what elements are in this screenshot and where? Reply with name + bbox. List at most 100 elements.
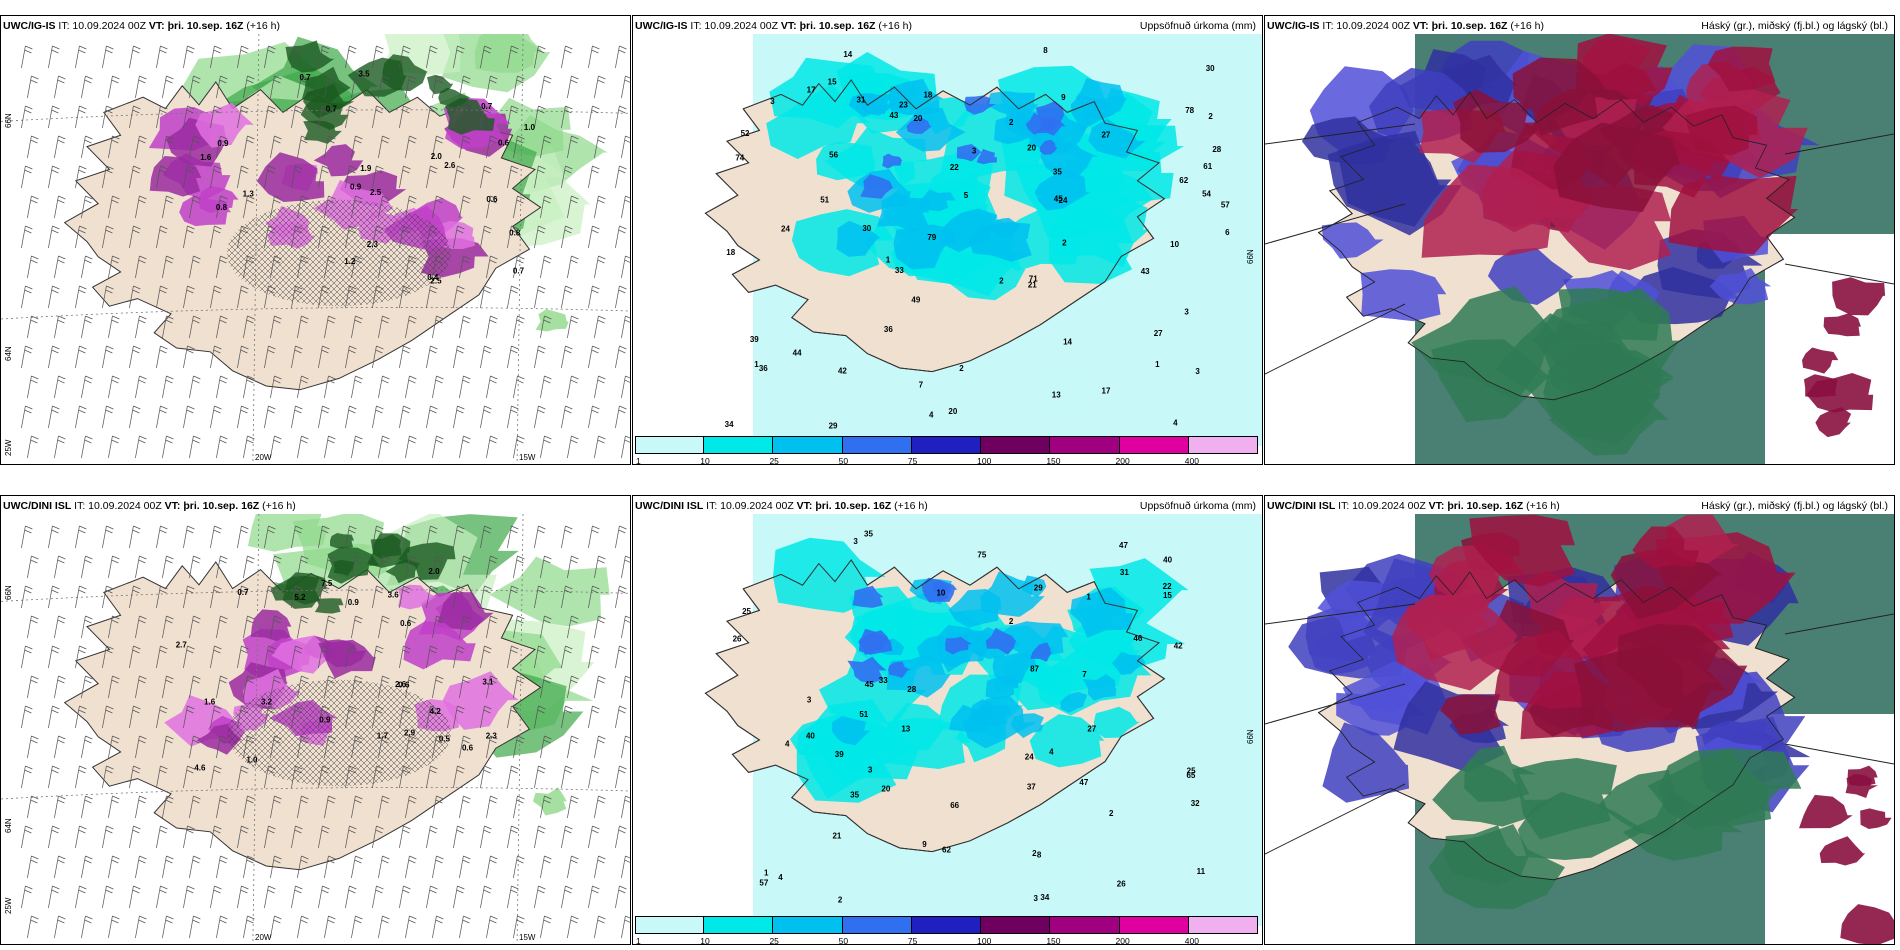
precip-value-label: 75 xyxy=(977,550,986,559)
wind-barb xyxy=(372,165,384,189)
wind-barb xyxy=(81,195,93,219)
boundary-line xyxy=(1784,613,1894,635)
wind-barb xyxy=(351,555,363,579)
precip-value-label: 66 xyxy=(950,801,959,810)
wind-barb xyxy=(318,45,330,69)
rain-cell xyxy=(398,542,456,580)
cloud-map[interactable] xyxy=(1265,34,1894,464)
precip-value-label: 2 xyxy=(1009,617,1014,626)
wind-barb xyxy=(243,195,255,219)
precip-value-label: 3 xyxy=(853,537,858,546)
wind-barb xyxy=(297,675,309,699)
wind-barb xyxy=(237,585,249,609)
map-svg: 66N6221436627879363444493343565471573551… xyxy=(704,34,1262,446)
wind-barb xyxy=(297,435,309,459)
rain-cell xyxy=(333,559,355,576)
wind-precip-map[interactable]: 0.9 7.5 1.0 3.2 4.6 2.0 3.1 3.6 2.3 1.7 5.2 2.7 4.2 0… xyxy=(1,514,630,944)
wind-barb xyxy=(81,75,93,99)
precip-value-label: 49 xyxy=(911,296,920,305)
wind-barb xyxy=(162,615,174,639)
wind-barb xyxy=(540,195,552,219)
precip-value-label: 36 xyxy=(884,325,893,334)
wind-barb xyxy=(318,585,330,609)
wind-barb xyxy=(507,585,519,609)
wind-barb xyxy=(162,435,174,459)
wind-barb xyxy=(189,135,201,159)
wind-barb xyxy=(102,645,114,669)
precip-50 xyxy=(1025,112,1055,135)
wind-barb xyxy=(297,735,309,759)
wind-barb xyxy=(399,645,411,669)
wind-barb xyxy=(243,735,255,759)
precip-10 xyxy=(816,141,875,181)
wind-barb xyxy=(621,75,630,99)
wind-barb xyxy=(534,105,546,129)
wind-barb xyxy=(135,255,147,279)
wind-barb xyxy=(318,645,330,669)
cloud-map[interactable] xyxy=(1265,514,1894,944)
wind-barb xyxy=(615,165,627,189)
wind-barb xyxy=(372,705,384,729)
iceland-coast-outline xyxy=(704,79,1166,373)
wind-barb xyxy=(318,765,330,789)
wind-barb xyxy=(561,285,573,309)
wind-barb xyxy=(237,885,249,909)
precip-value-label: 87 xyxy=(1030,665,1039,674)
wind-barb xyxy=(135,795,147,819)
wind-barb xyxy=(216,555,228,579)
colorbar-swatch xyxy=(704,436,774,454)
precip-value-label: 20 xyxy=(1027,144,1036,153)
wind-barb xyxy=(405,195,417,219)
precip-value-label: 0.5 xyxy=(439,734,451,743)
precip-value-label: 2.6 xyxy=(395,680,407,689)
rain-cell xyxy=(370,534,401,559)
precip-map[interactable]: 66N 6 2 2 14 36 62 78 79 36 34 44 49 33 4 3 56 54 71 57 35 51… xyxy=(633,34,1262,446)
boundary-line xyxy=(1265,123,1416,145)
precip-map[interactable]: 66N 8 3 2 4 3 39 57 87 40 46 32 47 34 62 28 42 75 35 25 66 22… xyxy=(633,514,1262,926)
wind-barb xyxy=(453,645,465,669)
wind-barb xyxy=(75,405,87,429)
wind-precip-map[interactable]: 0.8 0.6 0.7 0.6 0.7 0.4 1.0 1.3 2.5 1.2 3.5 2.0 2.6 2… xyxy=(1,34,630,464)
wind-barb xyxy=(210,525,222,549)
wind-barb xyxy=(48,105,60,129)
wind-barb xyxy=(426,645,438,669)
wind-barb xyxy=(291,585,303,609)
wind-barb xyxy=(426,105,438,129)
wind-barb xyxy=(75,645,87,669)
wind-barb xyxy=(81,435,93,459)
wind-barb xyxy=(486,435,498,459)
precip-value-label: 62 xyxy=(942,845,951,854)
wind-barb xyxy=(621,855,630,879)
rain-cell xyxy=(195,102,254,148)
wind-barb xyxy=(534,525,546,549)
wind-barb xyxy=(81,135,93,159)
colorbar-label: 150 xyxy=(1046,456,1061,465)
wind-barb xyxy=(210,645,222,669)
high-cloud xyxy=(1823,313,1861,337)
wind-barb xyxy=(432,615,444,639)
wind-barb xyxy=(48,165,60,189)
wind-barb xyxy=(210,705,222,729)
wind-barb xyxy=(243,855,255,879)
wind-barb xyxy=(156,105,168,129)
wind-barb xyxy=(534,405,546,429)
wind-barb xyxy=(399,285,411,309)
precip-25 xyxy=(918,189,956,212)
precip-value-label: 2.9 xyxy=(404,728,416,737)
wind-barb xyxy=(324,795,336,819)
precip-value-label: 39 xyxy=(835,750,844,759)
wind-barb xyxy=(291,45,303,69)
lon-line xyxy=(252,34,260,464)
precip-value-label: 1 xyxy=(886,255,891,264)
wind-barb xyxy=(27,555,39,579)
precip-value-label: 9 xyxy=(922,840,927,849)
wind-barb xyxy=(378,255,390,279)
wind-barb xyxy=(453,705,465,729)
precip-value-label: 2 xyxy=(959,364,964,373)
wind-barb xyxy=(237,645,249,669)
precip-shade xyxy=(489,556,610,627)
wind-barb xyxy=(108,915,120,939)
precip-value-label: 5.2 xyxy=(294,593,306,602)
colorbar-label: 400 xyxy=(1184,456,1199,465)
wind-barb xyxy=(345,405,357,429)
